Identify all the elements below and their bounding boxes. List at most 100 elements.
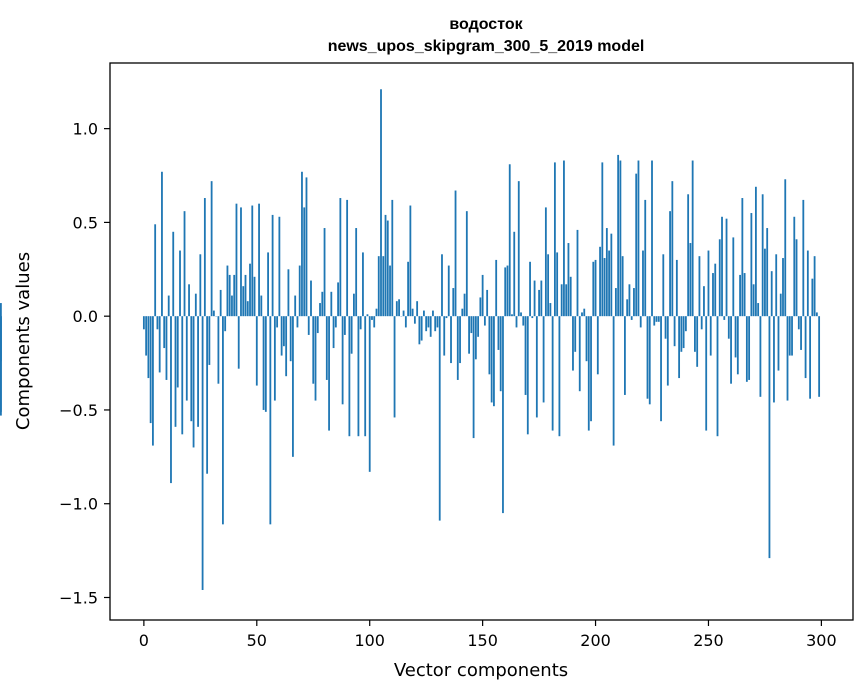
bar [703, 286, 705, 317]
bar [599, 246, 601, 317]
bar [488, 316, 491, 375]
bar [280, 316, 283, 356]
bar [590, 316, 592, 422]
bar [456, 316, 459, 380]
bar [452, 288, 455, 317]
bar [583, 308, 586, 317]
bar [782, 258, 784, 317]
bar [788, 316, 791, 356]
bar [249, 263, 251, 317]
bar [226, 265, 229, 317]
bar [465, 211, 468, 317]
bar [371, 316, 373, 320]
bar [723, 316, 726, 320]
bar [705, 316, 708, 431]
bar [754, 186, 757, 317]
chart-subtitle: news_upos_skipgram_300_5_2019 model [328, 38, 645, 55]
bar [795, 239, 798, 317]
bar [197, 316, 199, 427]
bar [542, 316, 545, 403]
bar [364, 316, 367, 437]
bar [567, 243, 570, 317]
bar [687, 194, 690, 317]
bar [425, 316, 428, 332]
bar [538, 289, 540, 317]
bar [628, 284, 631, 317]
bar [585, 316, 588, 362]
x-tick-label: 300 [806, 631, 837, 650]
x-tick-label: 100 [354, 631, 385, 650]
bar [188, 284, 190, 317]
bar [558, 316, 561, 437]
bar [806, 250, 809, 317]
bar [411, 308, 414, 317]
bar [350, 316, 353, 354]
bar [278, 216, 281, 317]
bar [194, 293, 197, 317]
bar [393, 316, 396, 418]
bar [544, 207, 547, 317]
bar [472, 316, 475, 439]
bar [233, 274, 236, 317]
bar [208, 316, 211, 365]
bar [768, 316, 771, 559]
bar [608, 250, 610, 317]
bar [529, 261, 531, 317]
bar [556, 252, 559, 317]
bar [486, 289, 489, 317]
y-tick-label: 0.5 [73, 213, 98, 232]
bar [495, 259, 498, 317]
bar [644, 199, 647, 317]
bar [793, 216, 796, 317]
bar [332, 316, 335, 349]
bar [212, 310, 215, 317]
bar [156, 316, 159, 330]
bar [531, 316, 534, 319]
bar [732, 237, 735, 317]
bar [727, 316, 730, 339]
bar [190, 316, 193, 422]
bar [576, 229, 579, 317]
bar [741, 198, 744, 317]
bar [185, 316, 188, 401]
bar [362, 252, 364, 317]
x-tick-label: 0 [139, 631, 149, 650]
bar [382, 256, 385, 317]
bar [301, 171, 303, 317]
bar [791, 316, 793, 356]
bar [201, 316, 204, 590]
bar [427, 316, 430, 328]
bar [493, 316, 495, 407]
bar [673, 316, 676, 347]
bar [596, 316, 599, 375]
bar [809, 316, 811, 399]
bar [739, 274, 741, 317]
bar [730, 316, 732, 384]
bar [718, 239, 721, 317]
bar [373, 316, 376, 328]
bar [292, 316, 294, 457]
bar [745, 316, 748, 382]
bar [662, 254, 665, 317]
bar [684, 316, 687, 332]
bar [660, 316, 662, 422]
bar [565, 284, 568, 317]
bar [323, 228, 326, 317]
bar [341, 316, 344, 405]
bar [325, 316, 328, 380]
bar [513, 231, 516, 317]
bar [655, 316, 658, 322]
bar [610, 233, 613, 317]
bar [766, 228, 769, 317]
bar [147, 316, 150, 379]
bar [404, 316, 407, 328]
bar [267, 252, 269, 317]
bar [698, 256, 701, 317]
bar [648, 316, 651, 405]
bar [447, 265, 450, 317]
bar [395, 301, 398, 317]
bar [305, 177, 308, 317]
x-tick-label: 200 [580, 631, 611, 650]
bar [199, 254, 202, 317]
x-tick-label: 50 [247, 631, 267, 650]
